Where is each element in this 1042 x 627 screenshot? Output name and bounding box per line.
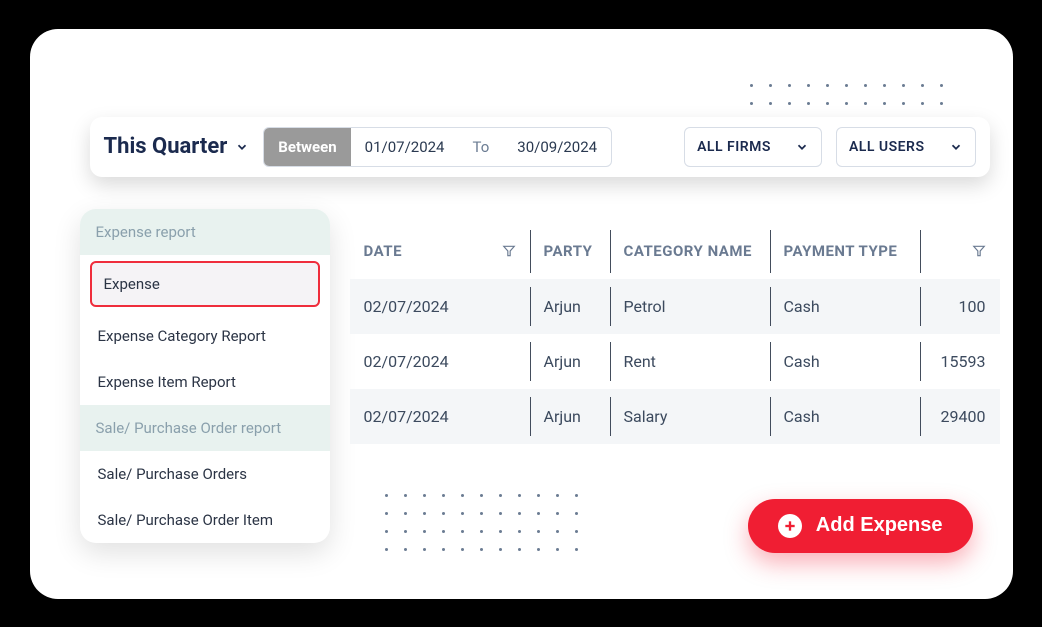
table-row[interactable]: 02/07/2024 Arjun Salary Cash 29400 <box>350 389 1000 444</box>
cell-payment: Cash <box>770 334 920 389</box>
period-label: This Quarter <box>104 134 228 159</box>
sidebar-item-expense-category[interactable]: Expense Category Report <box>80 313 330 359</box>
table-header-payment: PAYMENT TYPE <box>770 224 920 279</box>
cell-party: Arjun <box>530 389 610 444</box>
col-label: PAYMENT TYPE <box>784 242 898 260</box>
cell-amount: 29400 <box>920 389 1000 444</box>
period-dropdown[interactable]: This Quarter <box>104 134 250 159</box>
report-card: This Quarter Between 01/07/2024 To 30/09… <box>30 29 1013 599</box>
sidebar-group-header: Sale/ Purchase Order report <box>80 405 330 451</box>
col-label: DATE <box>364 242 403 260</box>
sidebar-item-expense-item[interactable]: Expense Item Report <box>80 359 330 405</box>
table-header-amount <box>920 224 1000 279</box>
table-header-date: DATE <box>350 224 530 279</box>
chevron-down-icon <box>949 140 963 154</box>
cell-party: Arjun <box>530 334 610 389</box>
add-expense-label: Add Expense <box>816 514 943 537</box>
col-label: PARTY <box>544 242 593 260</box>
chevron-down-icon <box>795 140 809 154</box>
firm-select-label: ALL FIRMS <box>697 139 771 155</box>
cell-category: Salary <box>610 389 770 444</box>
filter-icon[interactable] <box>502 244 516 258</box>
date-to-input[interactable]: 30/09/2024 <box>503 138 611 156</box>
cell-amount: 100 <box>920 279 1000 334</box>
sidebar-item-expense[interactable]: Expense <box>90 261 320 307</box>
cell-category: Petrol <box>610 279 770 334</box>
to-label: To <box>459 138 504 156</box>
decoration-dots-bottom <box>385 494 578 551</box>
add-expense-button[interactable]: Add Expense <box>748 499 973 553</box>
sidebar-item-sale-purchase-order-item[interactable]: Sale/ Purchase Order Item <box>80 497 330 543</box>
date-range-group: Between 01/07/2024 To 30/09/2024 <box>263 127 612 167</box>
between-label: Between <box>264 128 350 166</box>
cell-date: 02/07/2024 <box>350 279 530 334</box>
filter-bar: This Quarter Between 01/07/2024 To 30/09… <box>90 117 990 177</box>
date-from-input[interactable]: 01/07/2024 <box>351 138 459 156</box>
chevron-down-icon <box>235 140 249 154</box>
cell-date: 02/07/2024 <box>350 334 530 389</box>
plus-icon <box>778 514 802 538</box>
firm-select[interactable]: ALL FIRMS <box>684 127 822 167</box>
col-label: CATEGORY NAME <box>624 242 752 260</box>
sidebar-group-header: Expense report <box>80 209 330 255</box>
table-header-row: DATE PARTY CATEGORY NAME PAYMENT TYPE <box>350 224 1000 279</box>
table-row[interactable]: 02/07/2024 Arjun Rent Cash 15593 <box>350 334 1000 389</box>
sidebar-item-sale-purchase-orders[interactable]: Sale/ Purchase Orders <box>80 451 330 497</box>
cell-date: 02/07/2024 <box>350 389 530 444</box>
table-body: 02/07/2024 Arjun Petrol Cash 100 02/07/2… <box>350 279 1000 444</box>
cell-party: Arjun <box>530 279 610 334</box>
cell-payment: Cash <box>770 389 920 444</box>
cell-amount: 15593 <box>920 334 1000 389</box>
user-select-label: ALL USERS <box>849 139 925 155</box>
user-select[interactable]: ALL USERS <box>836 127 976 167</box>
filter-icon[interactable] <box>972 244 986 258</box>
table-header-category: CATEGORY NAME <box>610 224 770 279</box>
report-sidebar: Expense report Expense Expense Category … <box>80 209 330 543</box>
expense-table: DATE PARTY CATEGORY NAME PAYMENT TYPE 02… <box>350 224 1000 444</box>
table-header-party: PARTY <box>530 224 610 279</box>
cell-category: Rent <box>610 334 770 389</box>
cell-payment: Cash <box>770 279 920 334</box>
decoration-dots-top <box>750 84 943 105</box>
table-row[interactable]: 02/07/2024 Arjun Petrol Cash 100 <box>350 279 1000 334</box>
